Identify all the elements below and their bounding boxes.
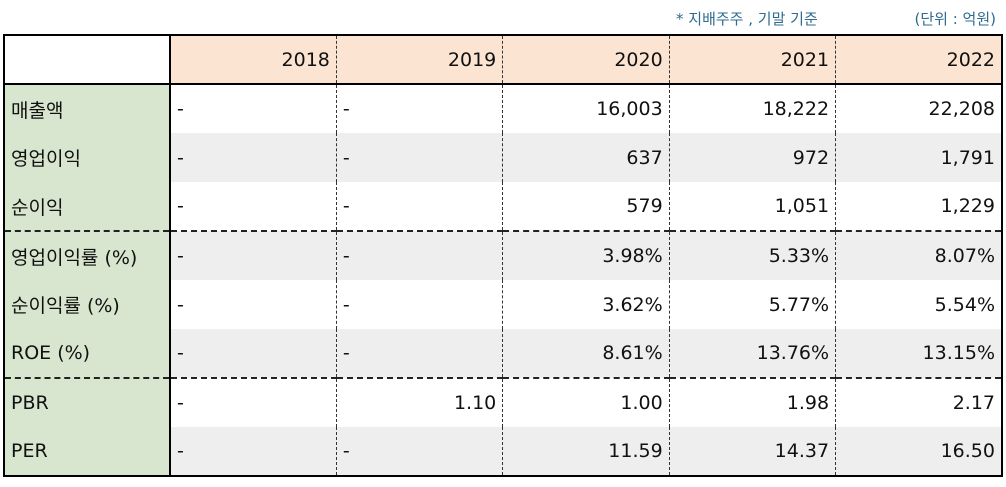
year-header: 2022 <box>835 34 1004 85</box>
table-cell: 2.17 <box>835 377 1004 427</box>
row-label: PBR <box>3 377 171 427</box>
table-cell: - <box>335 280 503 329</box>
table-cell: - <box>170 427 337 477</box>
table-cell: 1.98 <box>668 377 836 427</box>
table-cell: 16,003 <box>502 83 670 133</box>
row-label: 영업이익 <box>3 133 171 182</box>
table-cell: - <box>170 230 337 280</box>
table-cell: 18,222 <box>668 83 836 133</box>
table-cell: 5.33% <box>668 230 836 280</box>
year-header: 2020 <box>502 34 670 85</box>
table-row: 영업이익 - - 637 972 1,791 <box>3 133 1004 182</box>
row-label: ROE (%) <box>3 329 171 378</box>
table-cell: - <box>170 133 337 182</box>
row-label: PER <box>3 427 171 477</box>
table-cell: - <box>170 83 337 133</box>
row-label: 순이익 <box>3 182 171 231</box>
table-cell: - <box>170 329 337 378</box>
table-cell: - <box>335 329 503 378</box>
table-row: 영업이익률 (%) - - 3.98% 5.33% 8.07% <box>3 230 1004 280</box>
table-row: 매출액 - - 16,003 18,222 22,208 <box>3 83 1004 133</box>
year-header: 2021 <box>668 34 836 85</box>
table-cell: 5.54% <box>835 280 1004 329</box>
unit-note: (단위 : 억원) <box>914 10 997 28</box>
table-cell: - <box>335 83 503 133</box>
table-cell: 637 <box>502 133 670 182</box>
table-cell: 3.98% <box>502 230 670 280</box>
table-cell: 1.10 <box>335 377 503 427</box>
table-cell: 11.59 <box>502 427 670 477</box>
table-cell: - <box>170 377 337 427</box>
table-cell: - <box>177 195 184 217</box>
table-row: ROE (%) - - 8.61% 13.76% 13.15% <box>3 329 1004 378</box>
table-cell: 22,208 <box>835 83 1004 133</box>
table-cell: - <box>335 427 503 477</box>
table-cell: 5.77% <box>668 280 836 329</box>
table-cell: 14.37 <box>668 427 836 477</box>
table-cell: 1,791 <box>835 133 1004 182</box>
header-row: 2018 2019 2020 2021 2022 <box>3 34 1004 85</box>
table-cell: 8.61% <box>502 329 670 378</box>
table-cell: 1,051 <box>668 182 836 231</box>
corner-cell <box>3 34 171 85</box>
table-cell: 1,229 <box>835 182 1004 231</box>
table-cell: 8.07% <box>835 230 1004 280</box>
table-cell: - <box>335 133 503 182</box>
table-row: PBR - 1.10 1.00 1.98 2.17 <box>3 377 1004 427</box>
table-cell: - <box>177 293 184 316</box>
table-cell: 13.15% <box>835 329 1004 378</box>
table-row: PER - - 11.59 14.37 16.50 <box>3 427 1004 477</box>
table-cell: 579 <box>502 182 670 231</box>
row-label: 순이익률 (%) <box>3 280 171 329</box>
basis-note: * 지배주주 , 기말 기준 <box>676 10 818 28</box>
year-header: 2018 <box>169 34 337 85</box>
table-cell: 13.76% <box>668 329 836 378</box>
row-label: 매출액 <box>3 83 171 133</box>
table-cell: 972 <box>668 133 836 182</box>
year-header: 2019 <box>335 34 503 85</box>
table-cell: - <box>335 182 503 231</box>
table-cell: 3.62% <box>502 280 670 329</box>
table-cell: - <box>335 230 503 280</box>
table-row: 순이익 - - 579 1,051 1,229 <box>3 182 1004 231</box>
financial-table: 2018 2019 2020 2021 2022 매출액 - - 16,003 … <box>3 34 1004 477</box>
table-cell: 1.00 <box>502 377 670 427</box>
row-label: 영업이익률 (%) <box>3 230 171 280</box>
table-cell: 16.50 <box>835 427 1004 477</box>
table-row: 순이익률 (%) - - 3.62% 5.77% 5.54% <box>3 280 1004 329</box>
